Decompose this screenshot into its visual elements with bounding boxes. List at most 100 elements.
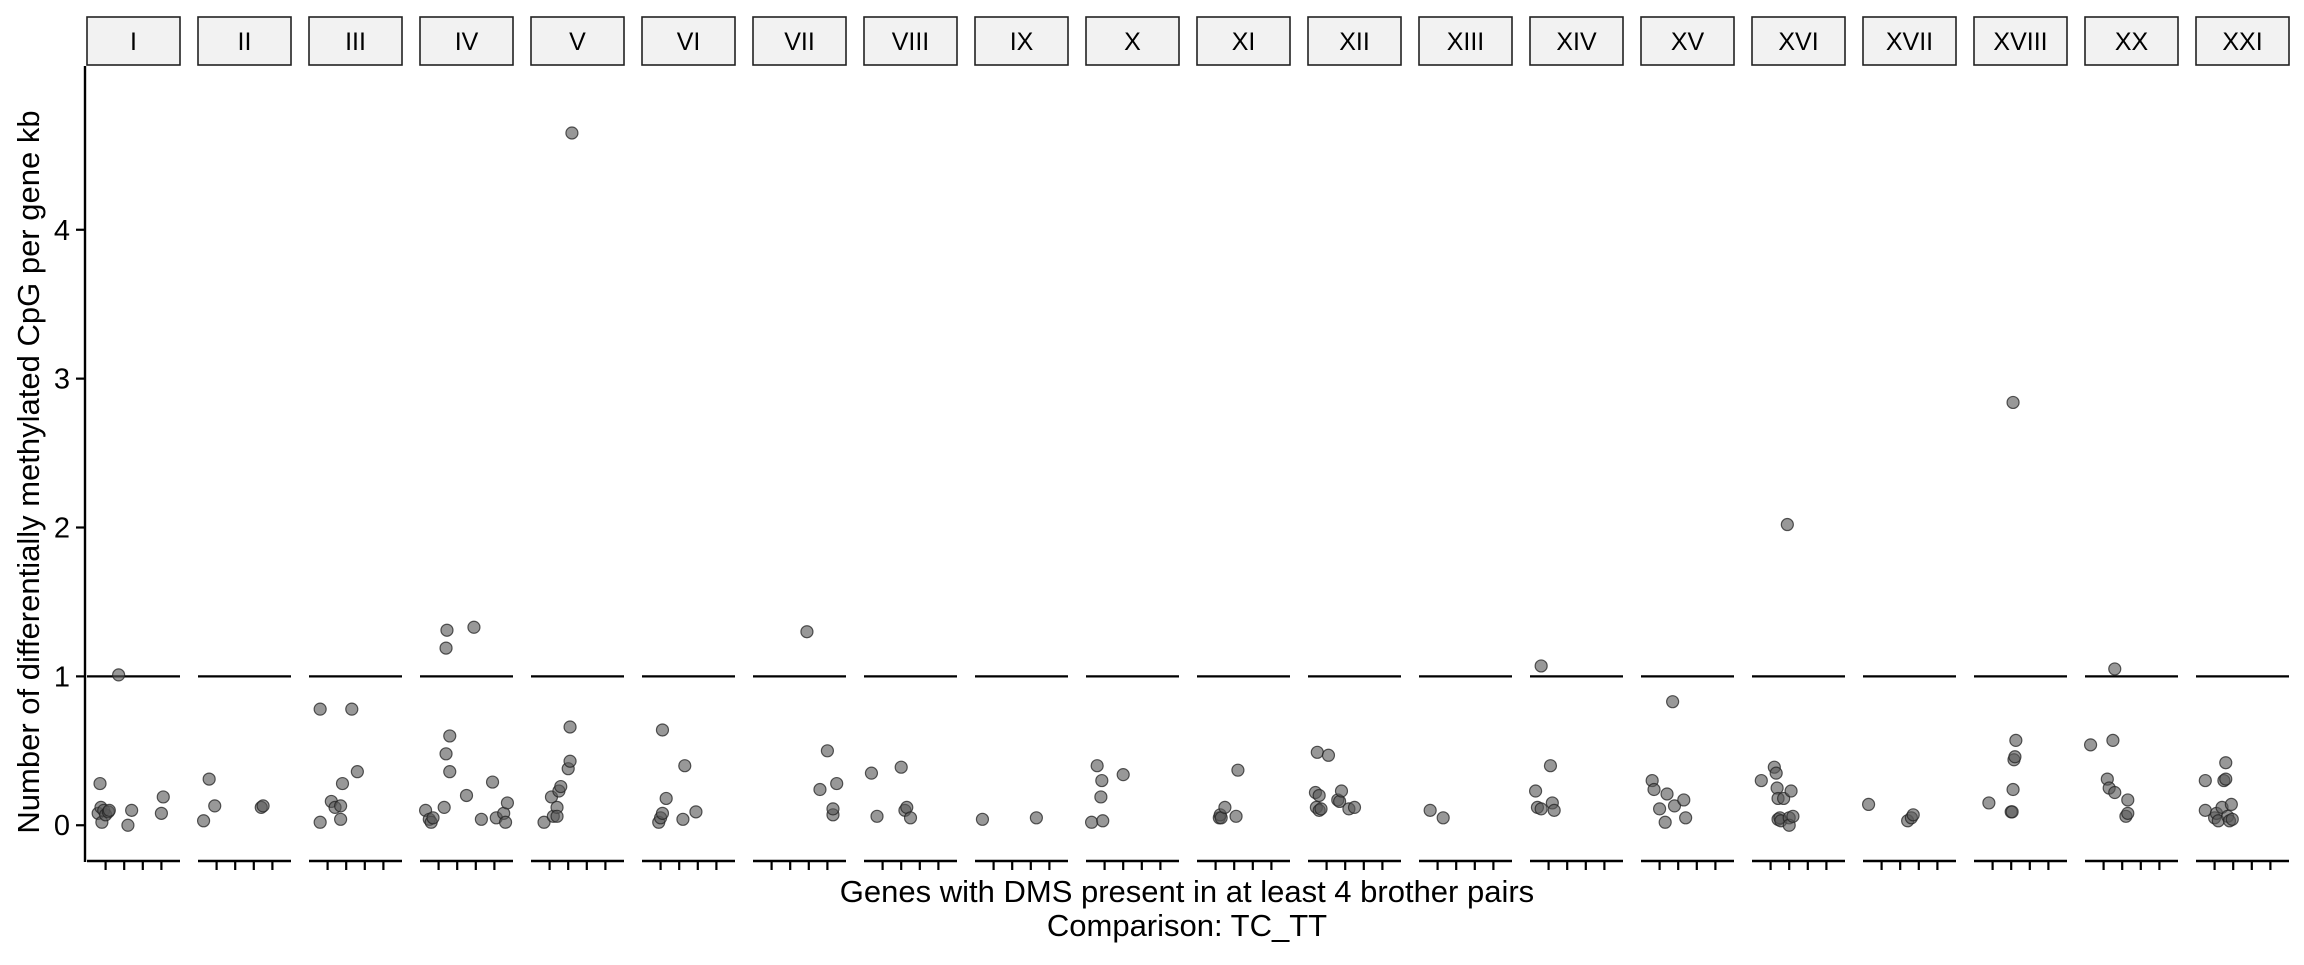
data-point [2006, 782, 2020, 797]
data-point [443, 729, 457, 743]
data-point [2006, 395, 2020, 410]
facet-strip-label: VI [677, 28, 701, 56]
data-point [1543, 759, 1558, 773]
data-point [1534, 659, 1548, 673]
facet-strip-label: XIV [1556, 28, 1597, 56]
facet-strip-label: XX [2115, 28, 2149, 56]
facet-strip [1418, 16, 1513, 66]
data-point [1861, 797, 1876, 812]
data-point [437, 800, 451, 814]
data-point [1314, 802, 1328, 816]
data-point [1229, 809, 1243, 823]
facet-strip [308, 16, 403, 66]
facet-strip-label: V [569, 28, 586, 56]
data-point [2225, 812, 2239, 826]
data-point [1647, 782, 1661, 797]
data-point [813, 782, 827, 797]
data-point [1094, 790, 1108, 804]
data-point [537, 815, 551, 829]
facet-strip [197, 16, 292, 66]
facet-strip-label: XVII [1886, 28, 1933, 56]
data-point [563, 720, 577, 734]
data-point [2106, 733, 2120, 747]
facet-strip [86, 16, 181, 66]
facet-strip [1862, 16, 1957, 66]
data-point [1982, 796, 1996, 810]
y-tick-label: 1 [54, 661, 70, 693]
data-point [689, 805, 703, 819]
data-point [334, 799, 348, 813]
data-point [485, 775, 500, 789]
data-point [678, 759, 692, 773]
data-point [2083, 738, 2098, 752]
facet-strip [1196, 16, 1291, 66]
data-point [1547, 803, 1561, 817]
data-point [1310, 745, 1324, 759]
data-point [1679, 811, 1693, 825]
data-point [102, 803, 116, 817]
facet-strip [1973, 16, 2068, 66]
data-point [1780, 517, 1794, 532]
chart-caption: Comparison: TC_TT [1047, 908, 1327, 943]
data-point [1423, 803, 1437, 817]
y-tick-label: 0 [54, 810, 70, 842]
facet-strip [1751, 16, 1846, 66]
data-point [2121, 806, 2135, 820]
data-point [2121, 793, 2135, 807]
data-point [1312, 788, 1326, 803]
facet-strip [752, 16, 847, 66]
data-point [2005, 805, 2019, 819]
data-point [820, 744, 835, 758]
facet-strip-label: VIII [892, 28, 930, 56]
data-point [125, 803, 139, 817]
data-point [1652, 802, 1667, 816]
data-point [345, 702, 359, 716]
x-axis-title: Genes with DMS present in at least 4 bro… [840, 874, 1534, 909]
data-point [659, 791, 673, 806]
data-point [1334, 784, 1349, 798]
facet-strip-label: XVI [1778, 28, 1818, 56]
data-point [2198, 773, 2212, 788]
data-point [565, 126, 579, 140]
data-point [208, 799, 222, 813]
facet-strip-label: IX [1010, 28, 1034, 56]
data-point [1218, 800, 1232, 814]
data-point [1096, 814, 1110, 828]
facet-strip-label: XII [1339, 28, 1370, 56]
data-point [2219, 772, 2233, 786]
data-point [439, 747, 453, 761]
facet-strip-label: I [130, 28, 137, 56]
data-point [1534, 802, 1548, 816]
data-point [467, 620, 481, 634]
data-point [1436, 811, 1450, 825]
data-point [426, 811, 440, 825]
data-point [2009, 733, 2023, 747]
data-point [1769, 766, 1783, 780]
facet-strip-label: XV [1671, 28, 1705, 56]
data-point [1666, 695, 1680, 709]
facet-strip [1085, 16, 1180, 66]
data-point [335, 776, 350, 791]
facet-strip [2084, 16, 2179, 66]
facet-strip [641, 16, 736, 66]
y-tick-label: 4 [54, 215, 70, 247]
data-point [313, 702, 327, 716]
data-point [1658, 815, 1672, 829]
data-point [156, 790, 170, 804]
data-point [676, 812, 690, 826]
data-point [655, 806, 670, 820]
data-point [864, 766, 879, 780]
facet-strip-label: IV [455, 28, 479, 56]
facet-strip [1529, 16, 1624, 66]
data-point [313, 815, 327, 829]
facet-strip-label: II [238, 28, 252, 56]
facet-strip [1307, 16, 1402, 66]
y-tick-label: 3 [54, 364, 70, 396]
data-point [826, 802, 840, 816]
data-point [2108, 662, 2122, 676]
data-point [1321, 748, 1336, 762]
y-axis-title: Number of differentially methylated CpG … [11, 110, 46, 833]
data-point [443, 765, 457, 779]
